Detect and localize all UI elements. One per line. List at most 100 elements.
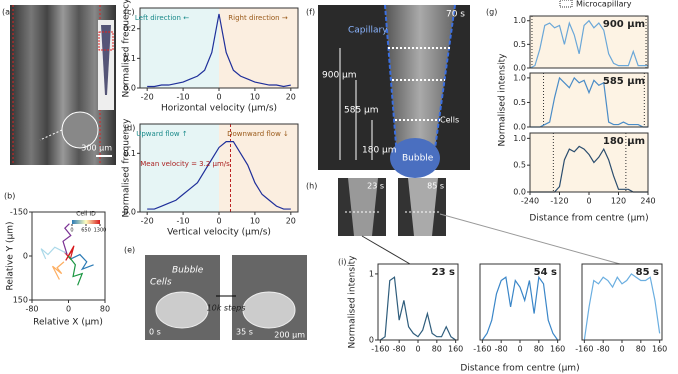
- x-tick-label: 80: [636, 345, 646, 354]
- y-tick-label: 0: [369, 336, 374, 345]
- x-tick-label: 0: [415, 345, 420, 354]
- plot-label: 23 s: [432, 267, 455, 278]
- series-line: [530, 76, 648, 128]
- y-tick-label: 0.0: [513, 123, 526, 132]
- panel-label: (d): [124, 124, 135, 133]
- capillary: [385, 5, 455, 170]
- y-tick-label: 0.5: [513, 98, 526, 107]
- frame: [529, 132, 649, 193]
- series-line: [70, 253, 94, 271]
- plot-bg: [530, 16, 648, 68]
- x-tick-label: -240: [521, 197, 539, 206]
- x-tick-label: 10: [250, 217, 260, 226]
- region: [140, 8, 219, 88]
- distance-label: 900 µm: [322, 71, 357, 81]
- x-tick-label: -20: [141, 93, 154, 102]
- connector: [361, 235, 411, 265]
- frame: [529, 72, 649, 128]
- x-tick-label: -20: [141, 217, 154, 226]
- x-axis-label: Distance from centre (µm): [529, 214, 648, 224]
- series-line: [68, 255, 84, 286]
- connector: [439, 213, 621, 265]
- y-tick-label: 0.5: [513, 161, 526, 170]
- x-tick-label: 80: [432, 345, 442, 354]
- bubble: [390, 138, 440, 178]
- frame: [581, 263, 663, 341]
- cells-label: Cells: [150, 278, 172, 288]
- y-tick-label: 0.0: [123, 208, 136, 217]
- series-line: [380, 276, 456, 341]
- x-tick-label: 0: [517, 345, 522, 354]
- series-line: [529, 19, 648, 69]
- x-tick-label: 0: [619, 345, 624, 354]
- steps-label: 10k steps: [207, 304, 246, 313]
- distance-label: 585 µm: [344, 106, 379, 116]
- y-axis-label: Normalised intensity: [498, 53, 508, 147]
- x-tick-label: 0: [66, 305, 71, 314]
- frame: [377, 263, 459, 341]
- capillary: [408, 178, 438, 236]
- panel-h: (h) 23 s 85 s: [306, 178, 621, 265]
- region: [219, 8, 298, 88]
- panel-label: (g): [486, 8, 497, 17]
- annotation: Right direction →: [228, 14, 288, 22]
- y-tick-label: 150: [13, 296, 28, 305]
- well: [155, 291, 209, 329]
- well: [242, 291, 296, 329]
- x-tick-label: -160: [371, 345, 389, 354]
- frame: [529, 15, 649, 69]
- x-tick-label: -10: [177, 93, 190, 102]
- y-tick-label: 1.0: [513, 16, 526, 25]
- panel-e: (e) Bubble Cells 0 s 10k steps 35 s 200 …: [124, 246, 307, 340]
- time-label: 0 s: [149, 328, 161, 337]
- panel-label: (b): [4, 192, 15, 201]
- y-tick-label: 1.0: [513, 134, 526, 143]
- legend-label: Microcapillary: [576, 0, 632, 9]
- x-tick-label: -160: [473, 345, 491, 354]
- legend-swatch: [559, 0, 573, 8]
- x-tick-label: -80: [393, 345, 406, 354]
- plot-label: 585 µm: [603, 76, 645, 87]
- colorbar: [72, 220, 100, 224]
- plot-label: 900 µm: [603, 19, 645, 30]
- x-axis-label: Relative X (µm): [33, 318, 103, 328]
- annotation: Mean velocity = 3.2 µm/s: [140, 160, 230, 168]
- annotation: Upward flow ↑: [136, 130, 188, 138]
- capillary: [348, 178, 378, 236]
- y-tick-label: 0: [23, 252, 28, 261]
- plot-label: 85 s: [636, 267, 659, 278]
- y-tick-label: 0.1: [123, 149, 136, 158]
- x-tick-label: 20: [286, 217, 296, 226]
- plot-bg: [480, 264, 560, 340]
- x-tick-label: 0: [216, 93, 221, 102]
- x-axis-label: Distance from centre (µm): [460, 364, 579, 374]
- y-tick-label: 0.5: [513, 40, 526, 49]
- series-line: [583, 273, 661, 341]
- y-tick-label: 0.1: [123, 54, 136, 63]
- y-tick-label: 0.0: [513, 188, 526, 197]
- x-axis-label: Horizontal velocity (µm/s): [161, 104, 277, 114]
- x-tick-label: -120: [550, 197, 568, 206]
- y-tick-label: 1: [369, 269, 374, 278]
- time-label: 23 s: [367, 182, 384, 191]
- x-tick-label: -80: [495, 345, 508, 354]
- panel-label: (f): [306, 8, 315, 17]
- x-tick-label: 240: [640, 197, 655, 206]
- panel-label: (c): [124, 8, 135, 17]
- annotation: Left direction ←: [135, 14, 189, 22]
- x-tick-label: -160: [575, 345, 593, 354]
- capillary-label: Capillary: [348, 26, 388, 36]
- x-tick-label: 10: [250, 93, 260, 102]
- edge-line: [431, 4, 456, 171]
- y-axis-label: Normalised frequency: [122, 0, 132, 98]
- capillary-icon: [101, 25, 111, 95]
- time-label: 35 s: [236, 328, 253, 337]
- plot-label: 54 s: [534, 267, 557, 278]
- panel-a: (a) 300 µm: [2, 5, 116, 165]
- time-label: 85 s: [427, 182, 444, 191]
- x-tick-label: 0: [216, 217, 221, 226]
- y-axis-label: Normalised frequency: [122, 118, 132, 218]
- x-tick-label: -80: [597, 345, 610, 354]
- cells-label: Cells: [440, 116, 459, 125]
